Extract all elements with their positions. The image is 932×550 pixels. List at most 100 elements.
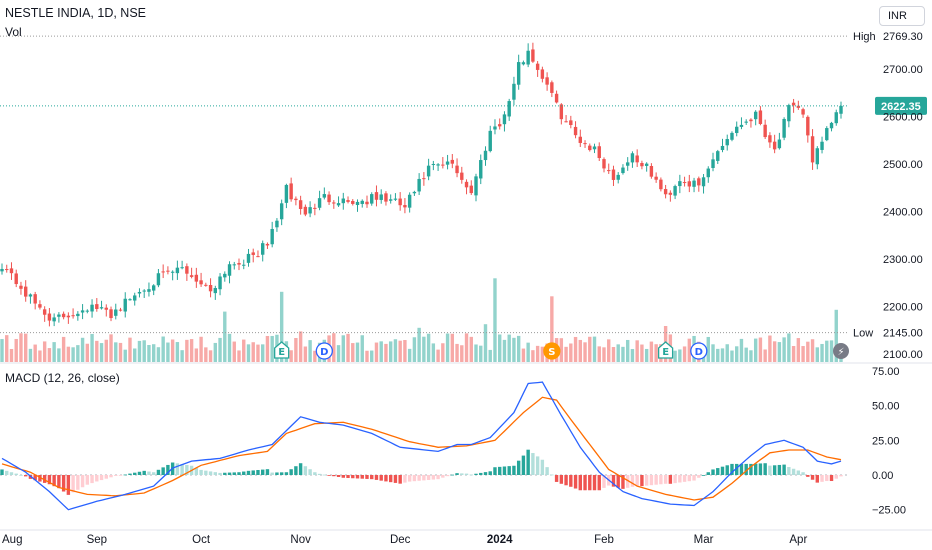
volume-bar — [185, 339, 189, 362]
volume-bar — [621, 346, 625, 362]
macd-histogram-bar — [370, 475, 374, 480]
volume-bar — [578, 339, 582, 362]
macd-histogram-bar — [137, 471, 142, 475]
macd-histogram-bar — [47, 475, 52, 485]
candle-body — [213, 288, 218, 294]
macd-histogram-bar — [33, 475, 37, 481]
candle-body — [521, 62, 526, 65]
volume-bar — [19, 333, 23, 362]
volume-bar — [744, 347, 748, 362]
macd-histogram-bar — [374, 475, 379, 480]
volume-bar — [99, 343, 104, 362]
candle-body — [839, 105, 843, 114]
volume-bar — [66, 346, 71, 362]
marker-letter: E — [278, 347, 285, 358]
macd-histogram-bar — [730, 463, 734, 475]
candle-body — [189, 275, 194, 277]
macd-histogram-bar — [85, 475, 90, 485]
candle-body — [308, 207, 312, 214]
volume-bar — [682, 346, 687, 362]
macd-histogram-bar — [772, 465, 777, 475]
candle-body — [825, 128, 829, 141]
volume-bar — [351, 343, 355, 362]
macd-histogram-bar — [341, 475, 345, 478]
volume-bar — [393, 339, 398, 362]
macd-histogram-bar — [317, 473, 322, 475]
volume-bar — [455, 343, 459, 362]
macd-histogram-bar — [763, 463, 767, 475]
macd-histogram-bar — [431, 475, 436, 480]
candle-body — [57, 314, 61, 317]
candle-body — [38, 304, 42, 308]
volume-bar — [294, 338, 298, 362]
macd-histogram-bar — [114, 475, 118, 476]
price-tick-label: 2300.00 — [883, 254, 923, 266]
volume-bar — [441, 343, 445, 362]
candle-body — [445, 161, 450, 165]
volume-bar — [133, 348, 137, 362]
candle-body — [455, 165, 459, 174]
macd-histogram-bar — [9, 472, 14, 475]
macd-histogram-bar — [256, 470, 260, 475]
volume-bar — [550, 296, 554, 362]
candle-body — [208, 285, 213, 292]
macd-histogram-bar — [118, 475, 123, 476]
macd-histogram-bar — [199, 469, 203, 475]
volume-bar — [825, 340, 829, 362]
macd-histogram-bar — [810, 475, 815, 480]
volume-bar — [270, 335, 274, 362]
macd-histogram-bar — [426, 475, 431, 480]
macd-histogram-bar — [621, 475, 625, 489]
macd-histogram-bar — [279, 472, 284, 475]
volume-bar — [512, 337, 516, 362]
volume-bar — [569, 343, 573, 362]
event-marker-d: D — [690, 342, 708, 360]
macd-histogram-bar — [265, 469, 270, 475]
candle-body — [80, 310, 85, 313]
macd-histogram-bar — [232, 472, 236, 475]
macd-histogram-bar — [820, 475, 824, 482]
candle-body — [346, 200, 350, 202]
macd-histogram-bar — [502, 466, 507, 475]
volume-bar — [90, 333, 94, 362]
volume-bar — [488, 349, 492, 362]
volume-bar — [265, 335, 270, 362]
macd-histogram-bar — [57, 475, 61, 489]
macd-histogram-bar — [711, 469, 715, 475]
price-tick-label: 2400.00 — [883, 207, 923, 219]
volume-bar — [469, 336, 473, 362]
candle-body — [739, 124, 744, 127]
candle-body — [829, 122, 834, 129]
event-markers[interactable]: E D S E D ⚡ — [274, 341, 849, 360]
volume-bar — [758, 337, 763, 362]
alert-marker-shape — [833, 343, 849, 359]
candle-body — [161, 271, 165, 273]
macd-histogram-bar — [417, 475, 421, 481]
macd-histogram-bar — [592, 475, 597, 491]
macd-histogram-bar — [725, 465, 729, 475]
volume-bar — [502, 339, 507, 362]
volume-bar — [42, 341, 47, 362]
currency-button[interactable]: INR — [879, 6, 925, 26]
candle-body — [834, 112, 838, 124]
macd-histogram-bar — [246, 470, 251, 475]
time-tick-label: 2024 — [487, 534, 513, 546]
candle-body — [730, 132, 734, 140]
macd-histogram-bar — [313, 472, 317, 475]
candle-body — [327, 194, 331, 203]
candle-body — [791, 102, 796, 106]
macd-histogram-bar — [569, 475, 573, 487]
volume-bar — [673, 350, 677, 362]
volume-bar — [147, 345, 151, 362]
volume-bar — [772, 341, 777, 362]
volume-bar — [303, 346, 308, 362]
macd-histogram-bar — [483, 472, 488, 475]
macd-histogram-bar — [52, 475, 56, 487]
candle-body — [384, 193, 388, 202]
candle-body — [673, 186, 677, 196]
macd-tick-label: 75.00 — [872, 366, 900, 378]
volume-bar — [564, 346, 568, 362]
volume-bar — [559, 338, 564, 362]
volume-bar — [28, 348, 33, 362]
